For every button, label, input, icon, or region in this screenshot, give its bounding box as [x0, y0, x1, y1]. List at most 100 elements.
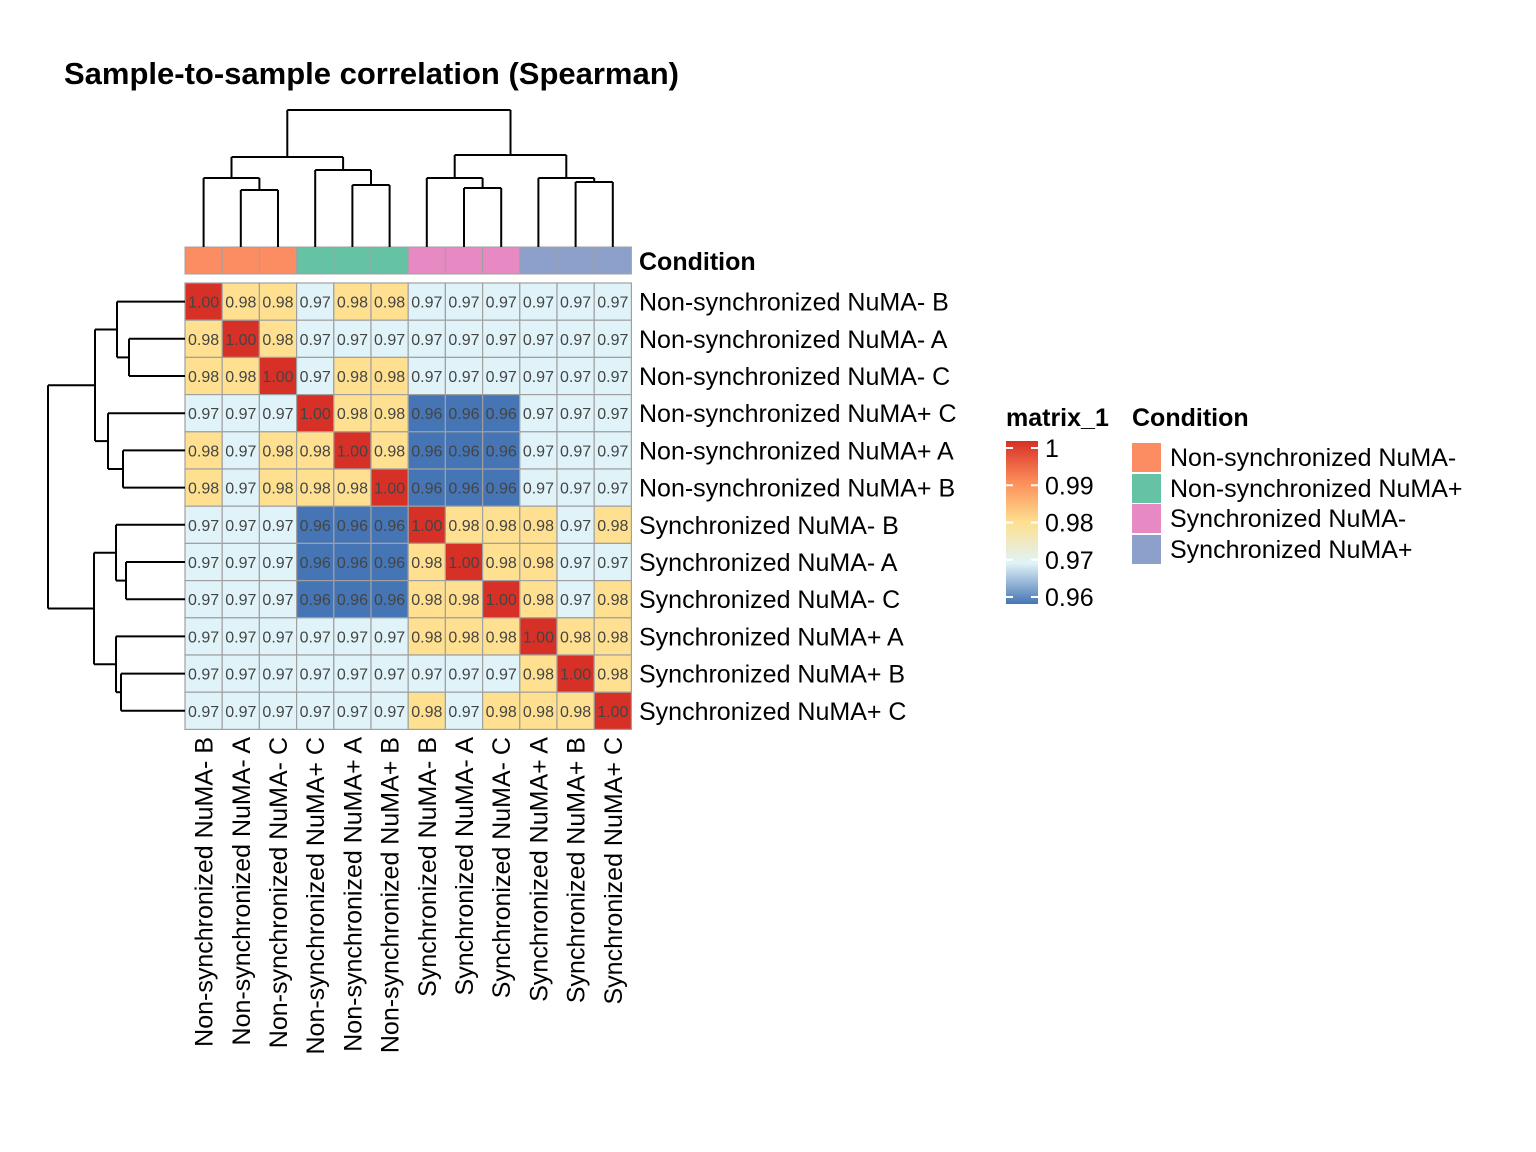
heatmap-cell [258, 431, 298, 470]
cell-value-label: 0.97 [448, 369, 479, 386]
cell-value-label: 0.96 [411, 406, 442, 423]
heatmap-cell [407, 394, 447, 433]
condition-legend-swatch [1132, 443, 1161, 472]
cell-value-label: 0.97 [300, 369, 331, 386]
chart-title: Sample-to-sample correlation (Spearman) [64, 56, 679, 91]
annotation-cell [370, 246, 409, 275]
cell-value-label: 0.96 [374, 555, 405, 572]
heatmap-cell [370, 691, 409, 731]
heatmap-cell [258, 654, 298, 693]
heatmap-cell [482, 505, 521, 545]
annotation-cell [184, 246, 223, 275]
cell-value-label: 0.97 [486, 667, 517, 684]
cell-value-label: 0.97 [337, 629, 368, 646]
annotation-cell [407, 246, 446, 275]
cell-value-label: 0.98 [560, 704, 591, 721]
cell-value-label: 0.97 [560, 295, 591, 312]
heatmap-cell [370, 431, 409, 470]
cell-value-label: 0.97 [225, 481, 256, 498]
heatmap-cell [258, 319, 298, 359]
cell-value-label: 0.98 [337, 369, 368, 386]
cell-value-label: 0.97 [188, 592, 219, 609]
cell-value-label: 0.98 [300, 443, 331, 460]
cell-value-label: 0.98 [188, 332, 219, 349]
row-label: Synchronized NuMA+ B [639, 661, 905, 689]
cell-value-label: 0.98 [523, 704, 554, 721]
heatmap-cell [370, 617, 409, 656]
heatmap-cell [593, 356, 633, 396]
cell-value-label: 0.97 [188, 629, 219, 646]
heatmap-cell [593, 691, 633, 731]
cell-value-label: 0.97 [374, 667, 405, 684]
cell-value-label: 0.97 [523, 481, 554, 498]
heatmap-cell [333, 691, 372, 731]
cell-value-label: 0.97 [411, 667, 442, 684]
cell-value-label: 0.97 [448, 332, 479, 349]
cell-value-label: 0.97 [337, 667, 368, 684]
cell-value-label: 0.98 [188, 443, 219, 460]
cell-value-label: 0.97 [597, 369, 628, 386]
heatmap-cell [258, 579, 298, 619]
annotation-cell [556, 246, 595, 275]
row-label: Synchronized NuMA- B [639, 512, 899, 540]
cell-value-label: 0.98 [374, 369, 405, 386]
cell-value-label: 1.00 [560, 667, 591, 684]
column-label: Non-synchronized NuMA+ B [377, 737, 405, 1053]
cell-value-label: 0.96 [486, 443, 517, 460]
heatmap-cell [221, 356, 260, 396]
cell-value-label: 0.98 [411, 555, 442, 572]
heatmap-cell [221, 542, 260, 582]
heatmap-cell [593, 319, 633, 359]
cell-value-label: 0.96 [337, 518, 368, 535]
heatmap-cell [296, 319, 335, 359]
heatmap-cell [258, 282, 298, 321]
cell-value-label: 0.97 [225, 704, 256, 721]
cell-value-label: 0.97 [597, 555, 628, 572]
cell-value-label: 0.98 [225, 369, 256, 386]
cell-value-label: 0.97 [597, 332, 628, 349]
cell-value-label: 0.98 [411, 629, 442, 646]
cell-value-label: 0.97 [188, 667, 219, 684]
cell-value-label: 0.97 [523, 369, 554, 386]
heatmap-cell [221, 431, 260, 470]
cell-value-label: 0.98 [523, 592, 554, 609]
color-scale-tick-label: 0.97 [1045, 547, 1094, 575]
cell-value-label: 0.97 [188, 518, 219, 535]
heatmap-cell [296, 579, 335, 619]
cell-value-label: 0.97 [448, 704, 479, 721]
heatmap-cell [333, 617, 372, 656]
cell-value-label: 0.96 [486, 406, 517, 423]
annotation-cell [444, 246, 484, 275]
heatmap-cell [221, 468, 260, 507]
cell-value-label: 1.00 [337, 443, 368, 460]
cell-value-label: 0.97 [523, 332, 554, 349]
cell-value-label: 1.00 [374, 481, 405, 498]
cell-value-label: 0.96 [337, 555, 368, 572]
cell-value-label: 1.00 [486, 592, 517, 609]
heatmap-cell [593, 394, 633, 433]
cell-value-label: 0.97 [597, 406, 628, 423]
heatmap-cell [184, 356, 223, 396]
heatmap-cell [221, 319, 260, 359]
condition-legend-title: Condition [1132, 404, 1249, 432]
cell-value-label: 0.96 [411, 443, 442, 460]
row-label: Non-synchronized NuMA+ B [639, 475, 955, 503]
annotation-cell [519, 246, 558, 275]
heatmap-cell [333, 468, 372, 507]
cell-value-label: 0.98 [411, 704, 442, 721]
condition-legend-swatch [1132, 473, 1161, 503]
heatmap-cell [444, 505, 484, 545]
annotation-cell [482, 246, 521, 275]
cell-value-label: 0.98 [262, 481, 293, 498]
cell-value-label: 0.97 [411, 369, 442, 386]
heatmap-cell [556, 431, 595, 470]
heatmap-cell [370, 654, 409, 693]
annotation-cell [258, 246, 298, 275]
cell-value-label: 0.96 [411, 481, 442, 498]
cell-value-label: 0.98 [225, 295, 256, 312]
heatmap-cell [444, 394, 484, 433]
cell-value-label: 1.00 [597, 704, 628, 721]
column-label: Non-synchronized NuMA- A [228, 737, 256, 1046]
heatmap-cell [482, 282, 521, 321]
row-label: Non-synchronized NuMA+ C [639, 400, 957, 428]
